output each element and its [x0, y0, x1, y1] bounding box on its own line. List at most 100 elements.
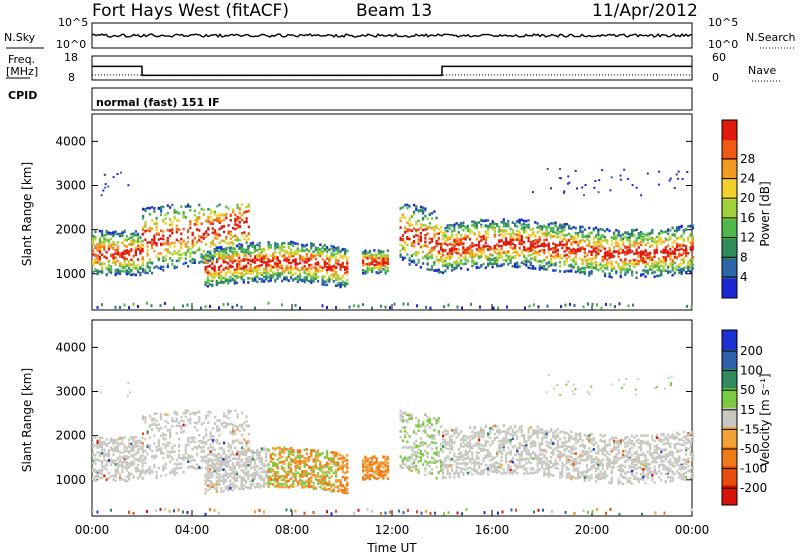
power-cell — [446, 263, 449, 266]
power-cell — [498, 249, 501, 253]
power-cell — [94, 267, 97, 271]
power-cell — [669, 254, 672, 258]
power-cell — [371, 259, 374, 263]
power-cell — [231, 250, 234, 254]
power-cell — [312, 250, 315, 254]
power-cell — [520, 261, 523, 264]
power-cell — [196, 219, 199, 222]
power-cell — [308, 263, 311, 267]
velocity-cell — [240, 479, 243, 483]
power-cell — [489, 247, 492, 251]
power-cell — [175, 211, 178, 214]
velocity-cell — [125, 449, 128, 453]
velocity-cell — [233, 483, 236, 487]
power-cell — [622, 268, 625, 271]
velocity-cell — [215, 479, 218, 483]
power-cell — [160, 208, 163, 211]
power-cell — [241, 233, 244, 237]
power-cell — [556, 228, 559, 231]
power-cell — [267, 273, 270, 276]
power-cell — [209, 257, 212, 261]
power-cell — [554, 231, 557, 234]
power-cell — [151, 262, 154, 265]
power-cell — [202, 257, 205, 260]
power-cell — [123, 252, 126, 255]
velocity-cell — [125, 455, 128, 458]
power-cell — [112, 176, 115, 179]
power-cell — [231, 256, 234, 260]
power-cell — [496, 252, 499, 255]
power-cell — [446, 252, 449, 255]
power-cell — [215, 246, 218, 249]
velocity-cell — [200, 466, 203, 470]
power-cell — [492, 306, 495, 310]
velocity-cell — [130, 442, 133, 446]
power-cell — [317, 269, 320, 272]
power-cell — [155, 216, 158, 220]
velocity-cell — [169, 441, 172, 445]
velocity-cell — [193, 459, 196, 462]
power-cell — [552, 230, 555, 234]
velocity-cell — [125, 475, 128, 478]
power-cell — [276, 243, 279, 246]
power-cell — [364, 270, 367, 273]
power-cell — [191, 240, 194, 243]
power-cell — [520, 242, 523, 246]
velocity-cell — [224, 456, 227, 459]
power-cell — [182, 239, 185, 243]
velocity-cell — [144, 420, 147, 424]
power-cell — [386, 259, 389, 263]
power-cell — [184, 205, 187, 208]
power-cell — [278, 275, 281, 278]
power-cell — [263, 261, 266, 264]
velocity-cell — [227, 472, 230, 476]
power-cell — [178, 212, 181, 215]
velocity-cell — [162, 437, 165, 440]
velocity-cell — [218, 442, 221, 445]
power-colorbar-tick-label: 24 — [740, 172, 755, 186]
power-cell — [332, 253, 335, 256]
power-cell — [635, 240, 638, 244]
power-cell — [157, 238, 160, 241]
power-cell — [448, 237, 451, 241]
power-cell — [543, 234, 546, 237]
power-cell — [317, 263, 320, 266]
power-cell — [664, 239, 667, 242]
power-cell — [655, 242, 658, 245]
power-cell — [247, 209, 250, 213]
power-cell — [660, 270, 663, 274]
power-cell — [187, 236, 190, 239]
power-cell — [205, 253, 208, 256]
power-cell — [667, 250, 670, 253]
velocity-cell — [202, 436, 205, 440]
power-cell — [457, 241, 460, 245]
power-cell — [180, 243, 183, 247]
power-cell — [146, 261, 149, 265]
power-cell — [287, 261, 290, 265]
velocity-cell — [227, 442, 230, 446]
power-cell — [673, 229, 676, 233]
velocity-cell — [184, 448, 187, 451]
power-cell — [413, 203, 416, 207]
power-cell — [435, 223, 438, 227]
power-cell — [305, 278, 308, 282]
power-cell — [238, 272, 241, 275]
power-cell — [568, 264, 571, 267]
power-cell — [146, 229, 149, 232]
power-cell — [153, 234, 156, 238]
velocity-cell — [119, 476, 122, 480]
power-cell — [635, 262, 638, 266]
power-cell — [440, 245, 443, 249]
power-cell — [232, 208, 235, 211]
velocity-cell — [114, 445, 117, 449]
power-cell — [624, 231, 627, 234]
velocity-cell — [157, 448, 160, 452]
velocity-cell — [130, 461, 133, 464]
power-cell — [222, 256, 225, 260]
power-cell — [384, 271, 387, 275]
power-cell — [678, 254, 681, 258]
velocity-cell — [193, 436, 196, 440]
power-cell — [157, 257, 160, 261]
power-cell — [209, 273, 212, 277]
power-cell — [328, 248, 331, 251]
